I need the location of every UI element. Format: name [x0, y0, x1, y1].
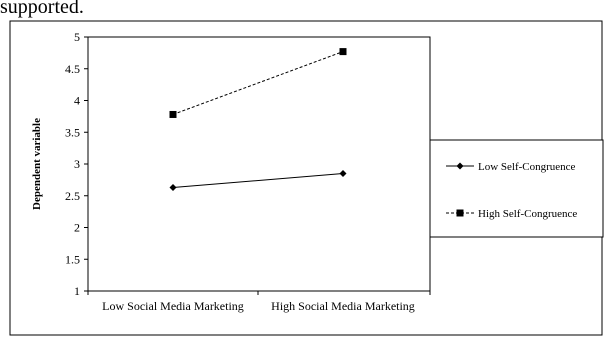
- legend-label-low: Low Self-Congruence: [478, 161, 576, 173]
- y-tick-label: 5: [74, 30, 80, 44]
- data-point-low-1: [339, 170, 347, 178]
- series-layer: [169, 48, 347, 191]
- y-tick-label: 1.5: [65, 252, 80, 266]
- legend-marker-high: [456, 209, 464, 217]
- legend-label-high: High Self-Congruence: [478, 208, 577, 220]
- data-point-low-0: [169, 183, 177, 191]
- legend-box: [429, 139, 604, 238]
- data-point-high-0: [169, 110, 177, 118]
- data-point-high-1: [339, 48, 347, 56]
- y-tick-label: 2.5: [65, 189, 80, 203]
- y-tick-label: 3.5: [65, 125, 80, 139]
- y-tick-label: 3: [74, 157, 80, 171]
- x-tick-label-high: High Social Media Marketing: [271, 299, 415, 313]
- series-line-high: [172, 51, 344, 115]
- header-fragment: supported.: [0, 0, 84, 18]
- legend: Low Self-Congruence High Self-Congruence: [429, 139, 604, 238]
- legend-marker-low: [456, 162, 464, 170]
- y-tick-label: 1: [74, 284, 80, 298]
- x-tick-label-low: Low Social Media Marketing: [102, 299, 244, 313]
- y-tick-label: 2: [74, 221, 80, 235]
- y-axis-title: Dependent variable: [31, 118, 43, 210]
- y-tick-label: 4.5: [65, 62, 80, 76]
- y-axis: 1 1.5 2 2.5 3 3.5 4 4.5 5: [65, 30, 431, 298]
- series-line-low: [172, 173, 344, 188]
- y-tick-label: 4: [74, 94, 80, 108]
- plot-area: [87, 36, 431, 292]
